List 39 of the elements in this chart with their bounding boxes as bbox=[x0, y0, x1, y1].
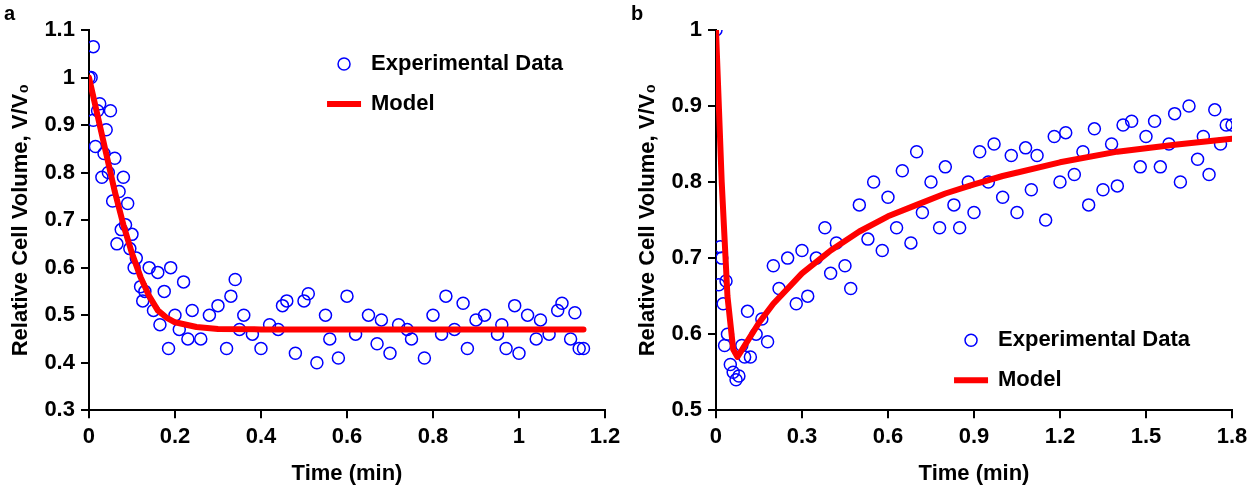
x-tick-label: 0.8 bbox=[417, 423, 449, 449]
x-tick-label: 1.8 bbox=[1216, 423, 1248, 449]
x-axis-title: Time (min) bbox=[291, 459, 403, 485]
x-tick-label: 1.5 bbox=[1130, 423, 1162, 449]
x-tick-label: 0.2 bbox=[159, 423, 191, 449]
y-tick-label: 0.4 bbox=[44, 348, 76, 374]
chart-title: b bbox=[631, 1, 644, 24]
x-axis-title: Time (min) bbox=[918, 459, 1030, 485]
x-tick-label: 0.3 bbox=[786, 423, 818, 449]
legend-label: Experimental Data bbox=[371, 50, 564, 76]
y-tick-label: 1 bbox=[62, 63, 75, 89]
y-tick-label: 1.1 bbox=[44, 16, 75, 42]
y-tick-label: 0.9 bbox=[44, 111, 75, 137]
x-tick-label: 0.4 bbox=[245, 423, 278, 449]
y-axis-title: Relative Cell Volume, V/V₀ bbox=[7, 83, 33, 357]
legend-label: Experimental Data bbox=[998, 326, 1191, 352]
x-tick-label: 0 bbox=[709, 423, 723, 449]
legend-label: Model bbox=[998, 366, 1062, 392]
x-tick-label: 1.2 bbox=[589, 423, 621, 449]
y-tick-label: 1 bbox=[689, 16, 702, 42]
x-tick-label: 0.6 bbox=[872, 423, 904, 449]
y-tick-label: 0.8 bbox=[44, 158, 75, 184]
legend-label: Model bbox=[371, 90, 435, 116]
y-tick-label: 0.9 bbox=[671, 92, 702, 118]
y-tick-label: 0.7 bbox=[671, 244, 702, 270]
y-tick-label: 0.6 bbox=[44, 253, 75, 279]
x-tick-label: 0 bbox=[82, 423, 96, 449]
y-tick-label: 0.5 bbox=[44, 301, 75, 327]
x-tick-label: 0.9 bbox=[958, 423, 990, 449]
y-axis-title: Relative Cell Volume, V/V₀ bbox=[634, 83, 660, 357]
chart-title: a bbox=[4, 1, 16, 24]
y-tick-label: 0.8 bbox=[671, 168, 702, 194]
y-tick-label: 0.6 bbox=[671, 320, 702, 346]
x-tick-label: 1.2 bbox=[1044, 423, 1076, 449]
x-tick-label: 1 bbox=[512, 423, 526, 449]
y-tick-label: 0.3 bbox=[44, 396, 75, 422]
y-tick-label: 0.7 bbox=[44, 206, 75, 232]
x-tick-label: 0.6 bbox=[331, 423, 363, 449]
y-tick-label: 0.5 bbox=[671, 396, 702, 422]
